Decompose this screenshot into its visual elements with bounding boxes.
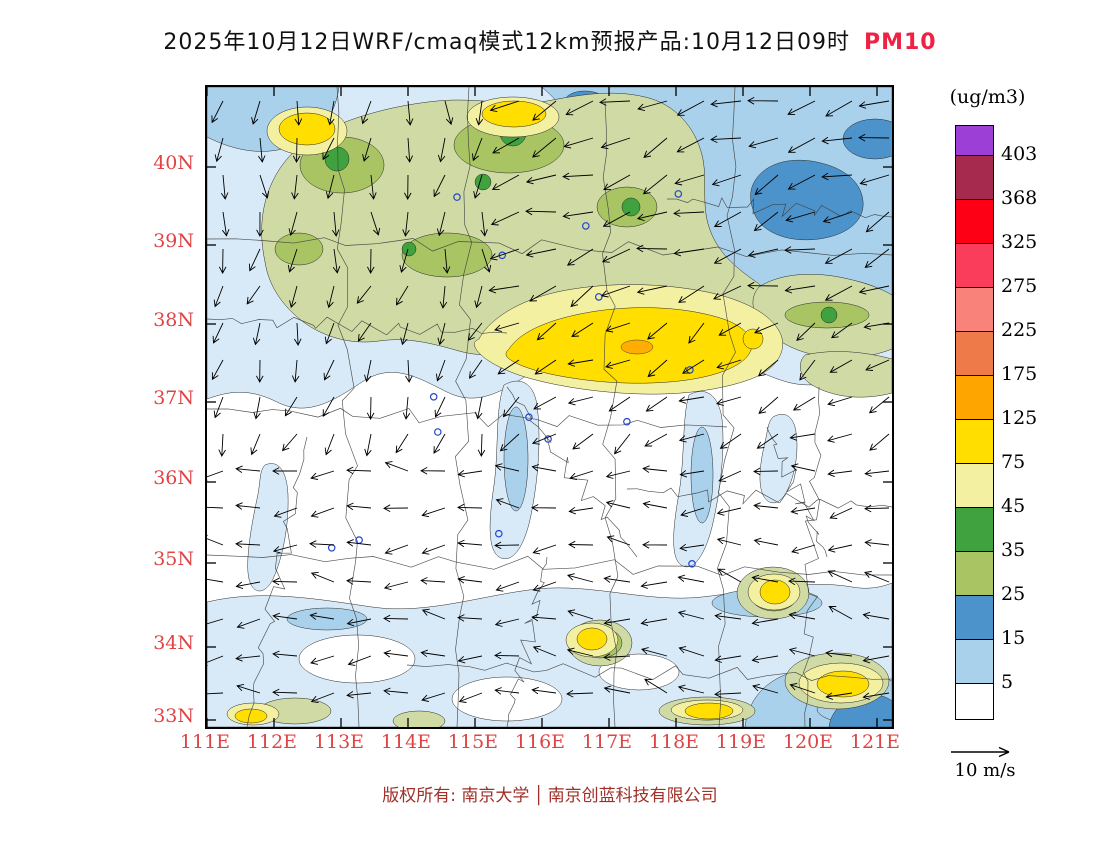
colorbar-value-label: 5	[1001, 671, 1014, 693]
colorbar	[955, 125, 994, 720]
city-marker	[494, 529, 503, 538]
lon-label: 117E	[581, 731, 633, 753]
colorbar-cell	[956, 640, 993, 684]
colorbar-value-label: 35	[1001, 539, 1026, 561]
lat-label: 36N	[153, 467, 194, 489]
copyright-company: 南京创蓝科技有限公司	[547, 786, 718, 806]
city-marker	[686, 366, 694, 374]
colorbar-cell	[956, 552, 993, 596]
city-marker	[429, 392, 438, 401]
colorbar-cell	[956, 332, 993, 376]
colorbar-cell	[956, 126, 993, 156]
lat-label: 35N	[153, 548, 194, 570]
colorbar-value-label: 25	[1001, 583, 1026, 605]
city-marker	[594, 293, 603, 301]
city-marker	[581, 222, 590, 230]
axis-ticks	[207, 87, 892, 727]
city-markers	[327, 190, 696, 568]
city-marker	[544, 435, 552, 443]
wind-scale-arrow	[951, 746, 1010, 758]
lon-label: 121E	[849, 731, 901, 753]
copyright-owner: 版权所有: 南京大学	[382, 786, 530, 806]
footer-separator: │	[533, 786, 544, 806]
city-marker	[688, 559, 696, 568]
colorbar-value-label: 225	[1001, 319, 1038, 341]
lon-label: 119E	[715, 731, 767, 753]
colorbar-value-label: 15	[1001, 627, 1026, 649]
colorbar-value-label: 125	[1001, 407, 1038, 429]
lon-label: 113E	[313, 731, 365, 753]
plot-title-species: PM10	[863, 30, 937, 55]
colorbar-value-label: 368	[1001, 187, 1038, 209]
colorbar-cell	[956, 156, 993, 200]
map-frame	[205, 85, 894, 729]
lat-label: 37N	[153, 387, 194, 409]
city-marker	[327, 543, 336, 552]
city-marker	[525, 413, 533, 422]
lon-label: 118E	[648, 731, 700, 753]
colorbar-unit-label: (ug/m3)	[949, 86, 1026, 108]
lon-label: 115E	[447, 731, 499, 753]
colorbar-value-label: 75	[1001, 451, 1026, 473]
lon-label: 116E	[514, 731, 566, 753]
city-marker	[453, 193, 461, 201]
colorbar-value-label: 325	[1001, 231, 1038, 253]
plot-title-main: 2025年10月12日WRF/cmaq模式12km预报产品:10月12日09时	[163, 30, 850, 55]
colorbar-cell	[956, 464, 993, 508]
city-marker	[623, 417, 631, 426]
colorbar-value-label: 403	[1001, 143, 1038, 165]
city-marker	[434, 428, 442, 436]
city-marker	[674, 190, 683, 198]
forecast-map	[207, 87, 892, 727]
colorbar-value-label: 175	[1001, 363, 1038, 385]
wind-arrows	[207, 97, 890, 703]
lat-label: 33N	[153, 705, 194, 727]
lon-label: 114E	[380, 731, 432, 753]
colorbar-cell	[956, 596, 993, 640]
colorbar-cell	[956, 200, 993, 244]
colorbar-cell	[956, 376, 993, 420]
lat-label: 40N	[153, 152, 194, 174]
lat-label: 34N	[153, 632, 194, 654]
colorbar-cell	[956, 288, 993, 332]
colorbar-value-label: 275	[1001, 275, 1038, 297]
lon-label: 120E	[782, 731, 834, 753]
pm10-contour-fills	[207, 87, 892, 727]
colorbar-cell	[956, 244, 993, 288]
colorbar-cell	[956, 420, 993, 464]
city-marker	[498, 251, 507, 260]
lat-label: 38N	[153, 309, 194, 331]
copyright-footer: 版权所有: 南京大学 │ 南京创蓝科技有限公司	[0, 781, 1100, 806]
wind-scale-label: 10 m/s	[954, 760, 1016, 781]
lon-label: 111E	[179, 731, 231, 753]
colorbar-value-label: 45	[1001, 495, 1026, 517]
colorbar-cell	[956, 684, 993, 719]
colorbar-cell	[956, 508, 993, 552]
lon-label: 112E	[246, 731, 298, 753]
plot-title: 2025年10月12日WRF/cmaq模式12km预报产品:10月12日09时 P…	[0, 24, 1100, 56]
lat-label: 39N	[153, 230, 194, 252]
